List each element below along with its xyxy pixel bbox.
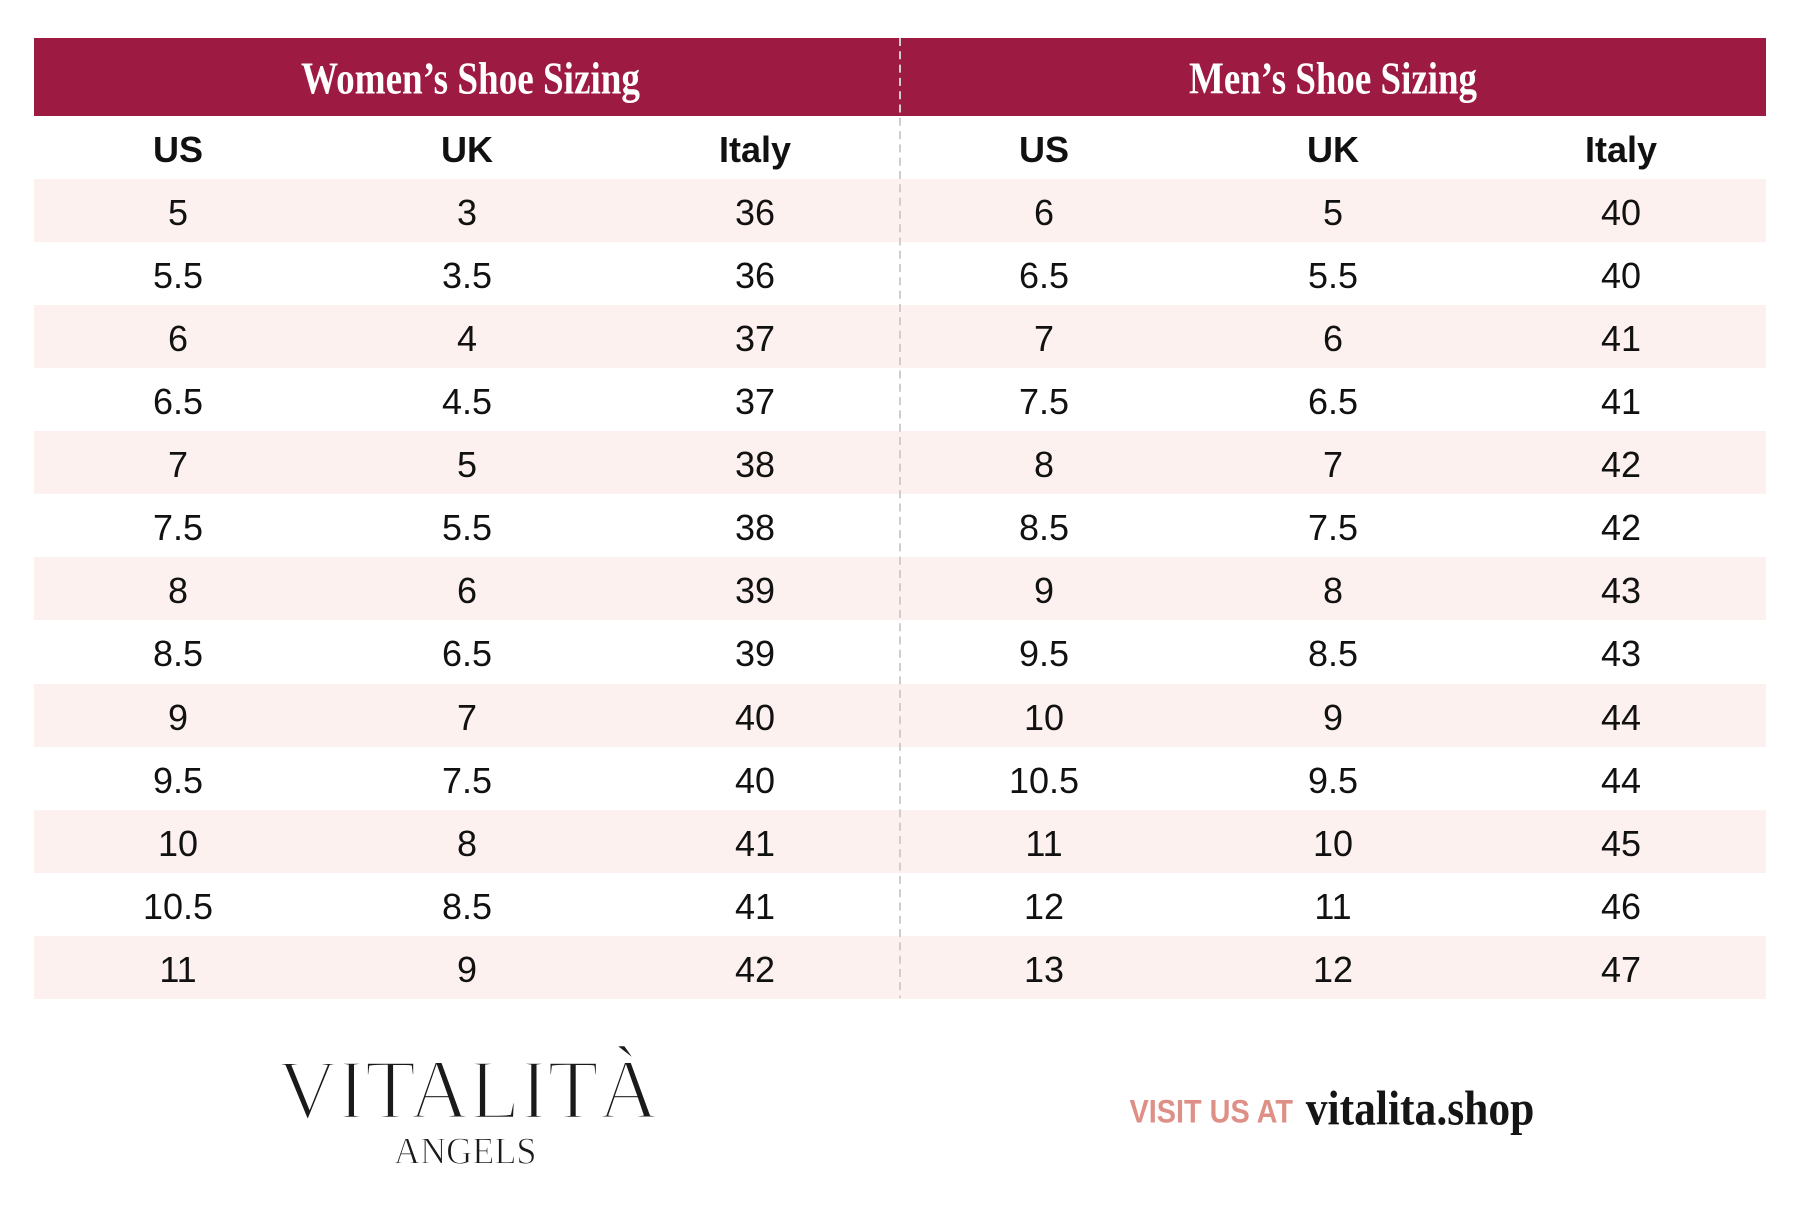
svg-text:VITALITÀ: VITALITÀ — [278, 1043, 659, 1137]
svg-text:VISIT US AT: VISIT US AT — [1130, 1094, 1294, 1130]
svg-text:ANGELS: ANGELS — [394, 1131, 537, 1173]
svg-text:vitalita.shop: vitalita.shop — [1306, 1081, 1535, 1136]
svg-text:Men’s Shoe Sizing: Men’s Shoe Sizing — [1189, 54, 1477, 104]
svg-text:Women’s Shoe Sizing: Women’s Shoe Sizing — [301, 54, 640, 104]
